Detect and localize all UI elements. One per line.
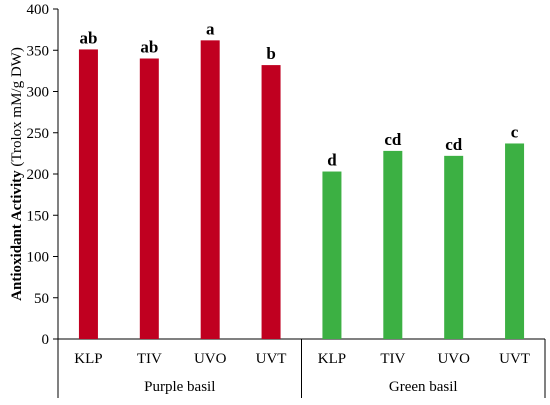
bar-significance-label: ab — [140, 38, 158, 57]
y-tick-label: 350 — [27, 43, 50, 59]
y-tick-label: 150 — [27, 208, 50, 224]
y-tick-label: 50 — [34, 291, 49, 307]
bar — [200, 40, 220, 339]
x-tick-label: KLP — [318, 351, 346, 367]
y-tick-label: 250 — [27, 126, 50, 142]
x-tick-label: TIV — [380, 351, 405, 367]
x-group-label: Green basil — [389, 379, 458, 395]
x-tick-label: UVT — [256, 351, 287, 367]
bar-significance-label: a — [206, 19, 215, 38]
bar-significance-label: c — [511, 122, 519, 141]
y-tick-label: 100 — [27, 250, 50, 266]
x-group-label: Purple basil — [144, 379, 215, 395]
x-tick-label: UVO — [194, 351, 227, 367]
bar-significance-label: d — [327, 151, 337, 170]
bar — [78, 49, 98, 340]
bar — [505, 143, 525, 339]
bar — [139, 58, 159, 339]
x-tick-label: TIV — [137, 351, 162, 367]
bar-significance-label: cd — [445, 135, 463, 154]
y-axis-title-unit: (Trolox mM/g DW) — [9, 47, 25, 170]
bar — [261, 65, 281, 339]
y-axis-title-bold: Antioxidant Activity — [9, 170, 25, 301]
y-axis-title: Antioxidant Activity (Trolox mM/g DW) — [9, 47, 25, 301]
y-tick-label: 200 — [27, 167, 50, 183]
bar — [383, 150, 403, 339]
x-tick-label: UVO — [437, 351, 470, 367]
bar — [322, 171, 342, 339]
labels: ab KLP ab TIV a UVO b UVT Purple basil d KLP cd TIV c… — [74, 19, 530, 395]
bar — [444, 155, 464, 339]
bar-significance-label: cd — [384, 130, 402, 149]
bar-significance-label: b — [266, 44, 275, 63]
x-tick-label: KLP — [74, 351, 102, 367]
bar-significance-label: ab — [79, 28, 97, 47]
bars — [78, 40, 525, 340]
y-tick-label: 0 — [42, 332, 50, 348]
y-tick-label: 400 — [27, 2, 50, 18]
x-tick-label: UVT — [499, 351, 530, 367]
y-tick-label: 300 — [27, 85, 50, 101]
axes: 0 50 100 150 200 250 300 350 400 — [27, 2, 546, 398]
